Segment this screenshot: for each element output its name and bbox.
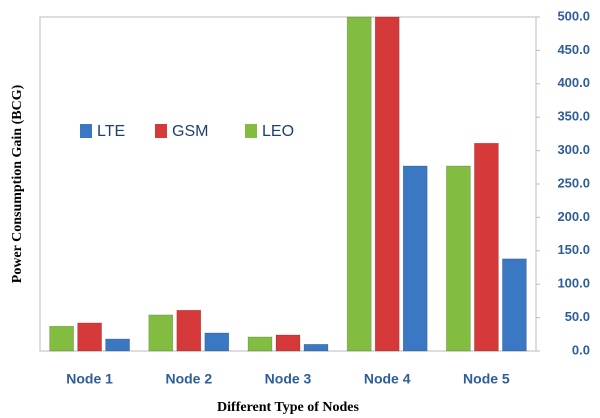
bar <box>446 165 471 352</box>
y-tick-label: 150.0 <box>557 242 590 257</box>
y-tick-label: 400.0 <box>557 75 590 90</box>
y-tick-label: 300.0 <box>557 142 590 157</box>
bar <box>77 322 102 352</box>
x-axis-title: Different Type of Nodes <box>217 400 359 415</box>
bar <box>402 165 428 352</box>
y-tick-label: 0.0 <box>572 342 590 357</box>
bar <box>275 334 301 352</box>
bar <box>49 325 74 352</box>
x-tick-label: Node 3 <box>265 371 312 387</box>
y-tick-label: 350.0 <box>557 109 590 124</box>
legend-swatch <box>155 124 167 138</box>
y-tick-label: 100.0 <box>557 276 590 291</box>
y-tick-label: 250.0 <box>557 175 590 190</box>
bar <box>204 332 230 352</box>
bar <box>374 16 400 352</box>
bar <box>346 16 372 352</box>
y-tick-label: 200.0 <box>557 209 590 224</box>
x-tick-label: Node 2 <box>165 371 212 387</box>
bar <box>105 338 130 352</box>
bar <box>474 142 499 352</box>
x-tick-label: Node 1 <box>66 371 113 387</box>
y-axis-title: Power Consumption Gain (BCG) <box>10 84 25 283</box>
legend-swatch <box>245 124 257 138</box>
legend-swatch <box>80 124 92 138</box>
legend-label: LEO <box>262 123 294 140</box>
legend-label: LTE <box>97 123 125 140</box>
bar <box>247 336 273 352</box>
y-tick-label: 50.0 <box>565 309 590 324</box>
bar <box>176 309 202 352</box>
x-tick-label: Node 4 <box>364 371 411 387</box>
y-tick-label: 500.0 <box>557 8 590 23</box>
bar <box>502 258 527 352</box>
x-tick-label: Node 5 <box>463 371 510 387</box>
bar <box>148 314 174 352</box>
legend-label: GSM <box>172 123 208 140</box>
bar <box>303 344 329 352</box>
y-tick-label: 450.0 <box>557 42 590 57</box>
